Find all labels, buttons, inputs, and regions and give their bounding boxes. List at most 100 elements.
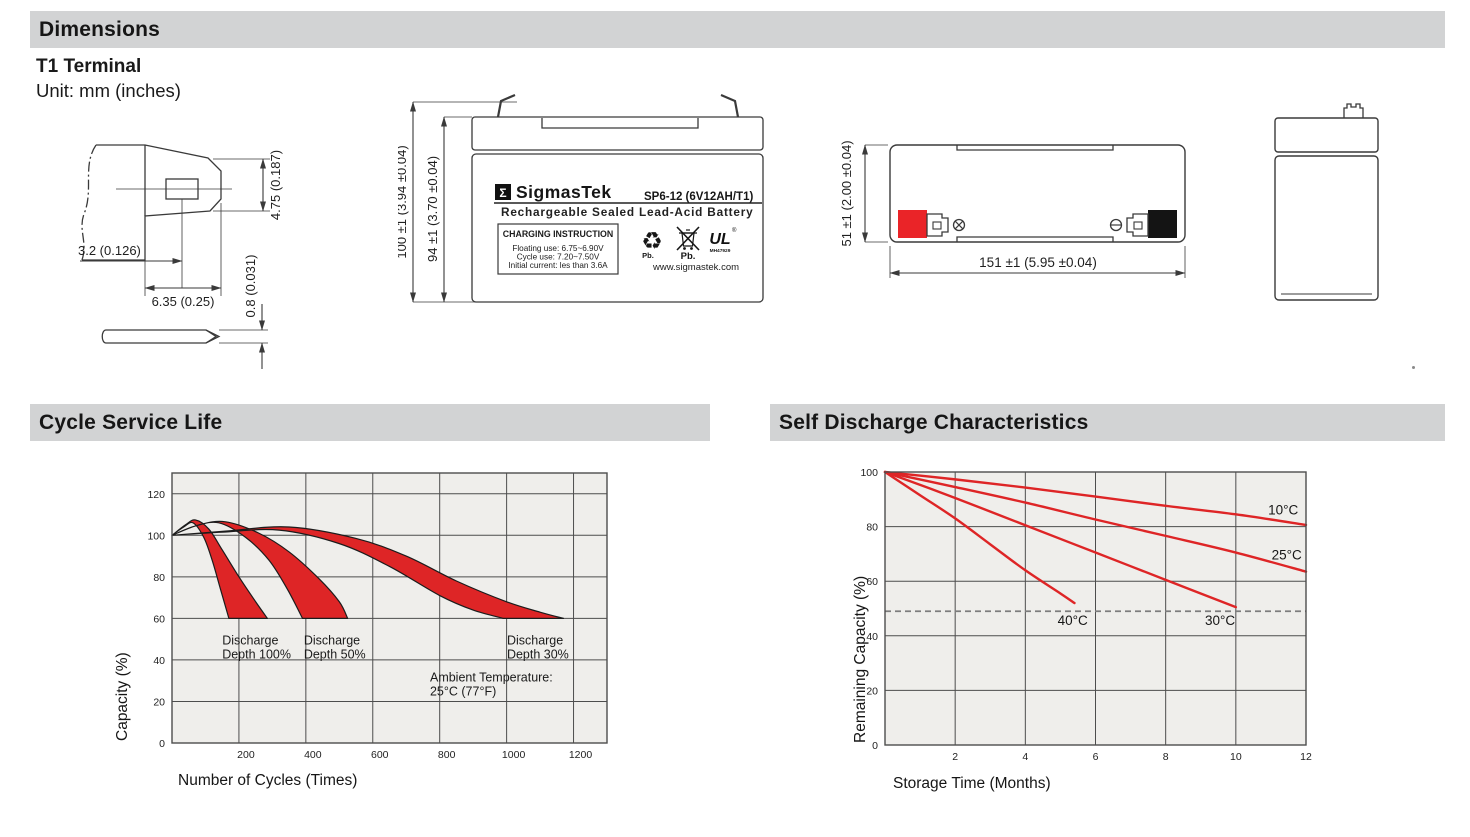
dim-label-width: 6.35 (0.25) bbox=[152, 294, 215, 309]
self-discharge-chart: 10°C 25°C 30°C 40°C 2 4 6 8 10 12 0 20 40 60 80 100 Stor… bbox=[852, 467, 1312, 792]
x-axis-title: Number of Cycles (Times) bbox=[178, 772, 357, 789]
section-header-self-discharge: Self Discharge Characteristics bbox=[770, 404, 1445, 441]
charging-line-1: Floating use: 6.75~6.90V bbox=[512, 244, 604, 253]
crossed-bin-icon bbox=[676, 226, 700, 251]
battery-lid bbox=[471, 116, 764, 151]
x-tick-label: 400 bbox=[304, 749, 322, 761]
y-tick-label: 80 bbox=[153, 572, 165, 584]
case-outline bbox=[889, 144, 1186, 243]
series-line-2 bbox=[883, 470, 1238, 609]
end-body bbox=[1274, 155, 1379, 301]
terminal-profile bbox=[1343, 103, 1364, 118]
x-tick-label: 1000 bbox=[502, 749, 526, 761]
x-tick-label: 2 bbox=[952, 751, 958, 763]
faston-hole bbox=[1133, 221, 1143, 230]
lid-recess bbox=[541, 118, 699, 129]
negative-terminal-block bbox=[1148, 210, 1177, 238]
brand-logo-glyph: Σ bbox=[499, 186, 506, 200]
series-label-3: 40°C bbox=[1058, 613, 1088, 628]
ul-mark-icon: UL ® bbox=[709, 227, 737, 248]
brand-name: SigmasTek bbox=[516, 182, 612, 202]
annotation-2: Discharge bbox=[507, 633, 563, 647]
series-line-0 bbox=[883, 470, 1308, 527]
y-tick-label: 0 bbox=[159, 738, 165, 750]
x-tick-label: 12 bbox=[1300, 751, 1312, 763]
plot-frame bbox=[171, 472, 608, 744]
stray-mark bbox=[1412, 366, 1415, 369]
x-tick-label: 10 bbox=[1230, 751, 1242, 763]
x-tick-label: 600 bbox=[371, 749, 389, 761]
right-terminal-tab bbox=[720, 93, 740, 118]
left-terminal-tab bbox=[496, 93, 516, 118]
annotation-1: Depth 50% bbox=[304, 647, 366, 661]
x-tick-label: 6 bbox=[1093, 751, 1099, 763]
annotation-2: Depth 30% bbox=[507, 647, 569, 661]
end-lid bbox=[1274, 117, 1379, 153]
dim-label-height: 4.75 (0.187) bbox=[268, 150, 283, 220]
series-label-1: 25°C bbox=[1272, 547, 1302, 562]
y-tick-label: 120 bbox=[147, 489, 165, 501]
annotation-1: Discharge bbox=[304, 633, 360, 647]
positive-faston-tab bbox=[926, 213, 949, 237]
terminal-type-title: T1 Terminal bbox=[36, 56, 142, 77]
positive-terminal-icon bbox=[952, 218, 966, 232]
positive-terminal-block bbox=[898, 210, 927, 238]
blade-side-view bbox=[101, 329, 221, 344]
negative-terminal-icon bbox=[1109, 218, 1123, 232]
y-tick-label: 100 bbox=[860, 467, 878, 479]
dim-label-thickness: 0.8 (0.031) bbox=[243, 255, 258, 318]
cycle-service-life-chart: 200 400 600 800 1000 1200 0 20 40 60 80 100 120 Numbe… bbox=[114, 472, 608, 789]
svg-text:®: ® bbox=[732, 227, 737, 234]
capacity-band-2 bbox=[171, 526, 565, 619]
section-title: Cycle Service Life bbox=[39, 411, 223, 434]
negative-faston-tab bbox=[1126, 213, 1149, 237]
series-line-3 bbox=[883, 470, 1076, 605]
y-axis-title: Capacity (%) bbox=[114, 652, 131, 741]
annotation-3: Ambient Temperature: bbox=[430, 671, 553, 685]
recycle-icon: ♻ bbox=[641, 228, 663, 255]
bin-pb-label: Pb. bbox=[681, 251, 696, 262]
capacity-band-0 bbox=[171, 519, 268, 619]
series-label-2: 30°C bbox=[1205, 613, 1235, 628]
recycle-pb-label: Pb. bbox=[642, 251, 654, 260]
series-line-1 bbox=[883, 470, 1308, 573]
website-text: www.sigmastek.com bbox=[652, 262, 739, 273]
dim-label-case-height: 94 ±1 (3.70 ±0.04) bbox=[425, 156, 440, 262]
x-tick-label: 8 bbox=[1163, 751, 1169, 763]
y-tick-label: 40 bbox=[153, 655, 165, 667]
charging-instruction-box bbox=[497, 223, 619, 275]
dim-label-offset: 3.2 (0.126) bbox=[78, 243, 141, 258]
break-line bbox=[81, 144, 97, 261]
unit-note: Unit: mm (inches) bbox=[36, 80, 181, 101]
section-title: Self Discharge Characteristics bbox=[779, 411, 1089, 434]
ul-file-number: MH47929 bbox=[710, 248, 731, 254]
dim-label-height: 51 ±1 (2.00 ±0.04) bbox=[839, 140, 854, 246]
y-tick-label: 40 bbox=[866, 631, 878, 643]
faston-hole bbox=[932, 221, 942, 230]
battery-top-view: 51 ±1 (2.00 ±0.04) 151 ±1 (5.95 ±0.04) bbox=[839, 140, 1186, 278]
series-label-0: 10°C bbox=[1268, 502, 1298, 517]
x-tick-label: 200 bbox=[237, 749, 255, 761]
tab-outline bbox=[82, 144, 222, 261]
y-tick-label: 60 bbox=[866, 576, 878, 588]
terminal-detail-drawing: 4.75 (0.187) 3.2 (0.126) 6.35 (0.25) 0.8… bbox=[78, 144, 283, 369]
annotation-0: Discharge bbox=[222, 633, 278, 647]
annotation-3: 25°C (77°F) bbox=[430, 685, 496, 699]
battery-body bbox=[471, 153, 764, 303]
capacity-band-1 bbox=[171, 520, 349, 619]
plot-frame bbox=[884, 471, 1307, 746]
section-title: Dimensions bbox=[39, 18, 161, 41]
y-tick-label: 80 bbox=[866, 522, 878, 534]
y-axis-title: Remaining Capacity (%) bbox=[852, 576, 869, 743]
y-tick-label: 20 bbox=[153, 696, 165, 708]
y-tick-label: 0 bbox=[872, 740, 878, 752]
svg-text:UL: UL bbox=[709, 231, 730, 248]
battery-front-view: 100 ±1 (3.94 ±0.04) 94 ±1 (3.70 ±0.04) Σ… bbox=[398, 93, 764, 303]
blade-tip bbox=[205, 329, 218, 344]
top-recess bbox=[956, 145, 1114, 151]
dim-label-total-height: 100 ±1 (3.94 ±0.04) bbox=[398, 145, 409, 258]
model-number: SP6-12 (6V12AH/T1) bbox=[644, 191, 753, 203]
bottom-recess bbox=[956, 236, 1114, 242]
y-tick-label: 20 bbox=[866, 685, 878, 697]
charging-line-2: Cycle use: 7.20~7.50V bbox=[517, 253, 600, 262]
